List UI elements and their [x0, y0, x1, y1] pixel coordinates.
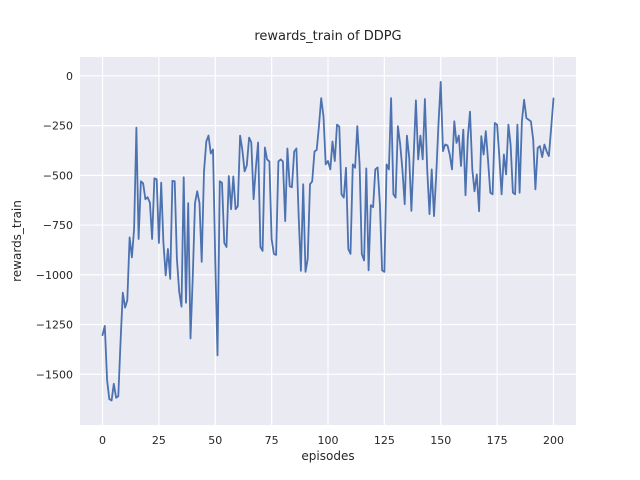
grid-lines: [80, 57, 576, 425]
x-tick-label: 125: [374, 434, 395, 447]
x-tick-label: 200: [543, 434, 564, 447]
tick-labels: 0 25 50 75 100 125 150 175 200 0 −250 −500 −750 −1000…: [36, 70, 564, 447]
x-axis-label: episodes: [301, 449, 355, 463]
x-tick-label: 150: [430, 434, 451, 447]
y-tick-label: −500: [43, 169, 73, 182]
reward-curve: [101, 81, 555, 402]
y-axis-label: rewards_train: [10, 200, 24, 282]
x-tick-label: 175: [487, 434, 508, 447]
y-tick-label: −1000: [36, 269, 73, 282]
x-tick-label: 0: [99, 434, 106, 447]
x-tick-label: 100: [318, 434, 339, 447]
y-tick-label: 0: [66, 70, 73, 83]
x-tick-label: 25: [152, 434, 166, 447]
x-tick-label: 50: [208, 434, 222, 447]
chart-title: rewards_train of DDPG: [254, 29, 402, 44]
y-tick-label: −750: [43, 219, 73, 232]
y-tick-label: −1250: [36, 319, 73, 332]
y-tick-label: −250: [43, 120, 73, 133]
y-tick-label: −1500: [36, 368, 73, 381]
data-series-line: [101, 81, 555, 402]
x-tick-label: 75: [265, 434, 279, 447]
